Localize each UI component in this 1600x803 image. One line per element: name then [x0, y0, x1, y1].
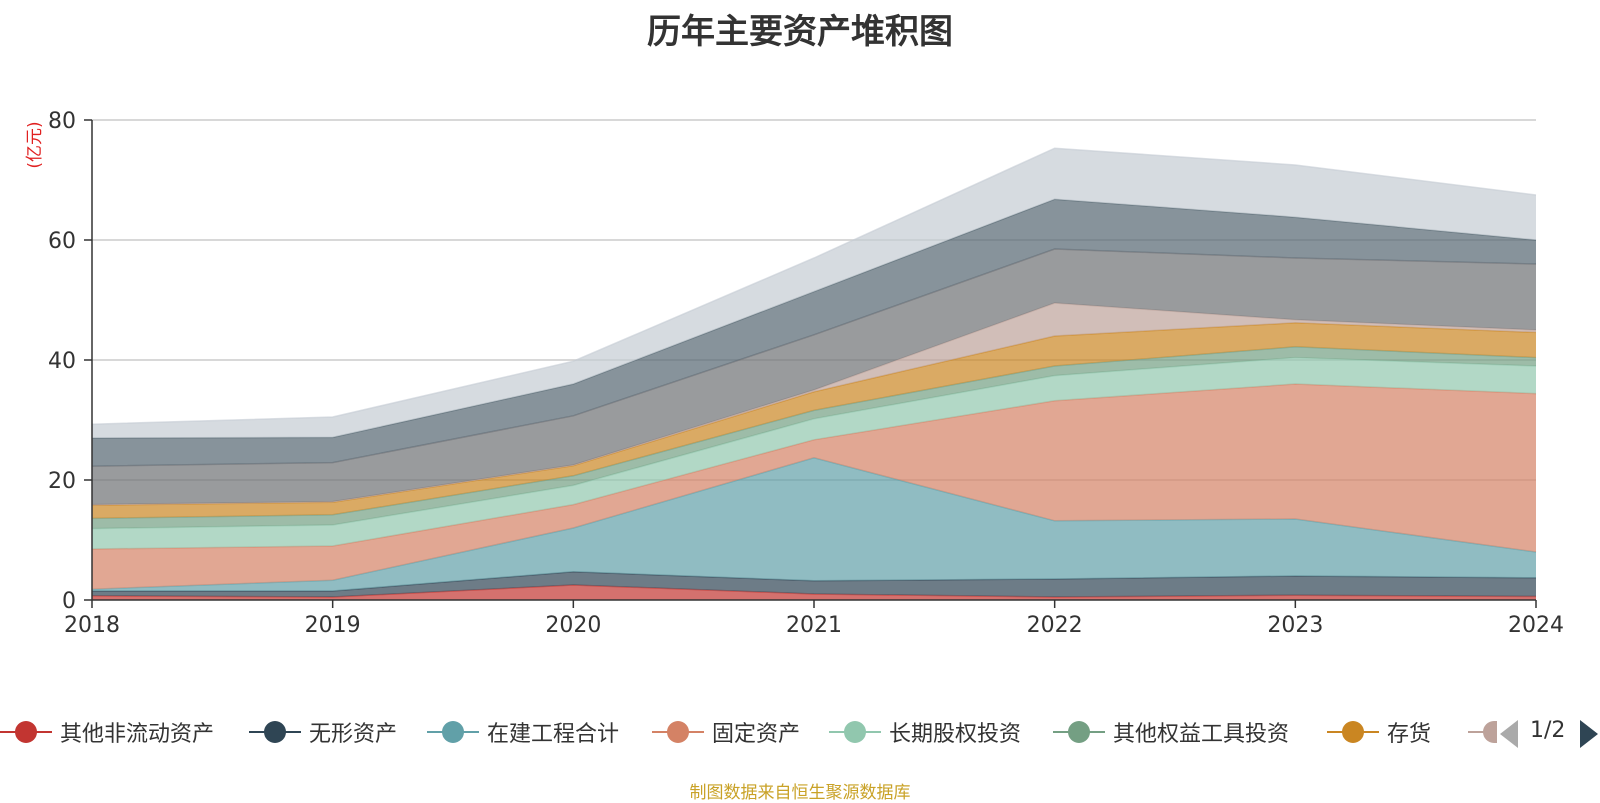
x-tick-label: 2023: [1267, 613, 1323, 638]
x-tick-label: 2019: [305, 613, 361, 638]
x-tick-label: 2022: [1027, 613, 1083, 638]
legend-label: 长期股权投资: [889, 722, 1022, 747]
legend-page-number: 1/2: [1530, 718, 1566, 743]
legend-prev-page-icon[interactable]: [1500, 720, 1518, 748]
legend-marker-icon: [652, 712, 704, 752]
data-source-note: 制图数据来自恒生聚源数据库: [689, 783, 911, 803]
series-area-6: [92, 322, 1536, 519]
series-area-2: [92, 457, 1536, 591]
legend-item-4[interactable]: 长期股权投资: [829, 712, 1021, 752]
x-tick-label: 2021: [786, 613, 842, 638]
series-area-9: [92, 199, 1536, 467]
legend-label: 无形资产: [309, 722, 398, 747]
legend-label: 固定资产: [712, 722, 801, 747]
series-area-4: [92, 357, 1536, 549]
legend-item-0[interactable]: 其他非流动资产: [0, 712, 214, 752]
series-area-3: [92, 384, 1536, 590]
x-tick-label: 2020: [545, 613, 601, 638]
area-layer: [91, 147, 1537, 600]
legend-label: 其他权益工具投资: [1113, 722, 1290, 747]
legend-marker-icon: [0, 712, 52, 752]
legend-pager: 1/2: [1500, 716, 1600, 752]
y-axis-unit: (亿元): [25, 121, 45, 168]
legend-item-5[interactable]: 其他权益工具投资: [1053, 712, 1289, 752]
series-area-8: [92, 249, 1536, 505]
x-tick-label: 2024: [1508, 613, 1564, 638]
axis-layer: 0 20 40 60 80 2018 2019 2020 2021 2022 2023 2024: [48, 109, 1564, 638]
legend-marker-icon: [427, 712, 479, 752]
legend-label: 存货: [1387, 722, 1432, 747]
legend-item-7[interactable]: [1468, 712, 1502, 752]
legend-next-page-icon[interactable]: [1580, 720, 1598, 748]
stacked-area-chart: 0 20 40 60 80 2018 2019 2020 2021 2022 2023 2024 (亿…: [25, 109, 1564, 638]
legend-label: 在建工程合计: [487, 722, 620, 747]
legend-item-1[interactable]: 无形资产: [249, 712, 397, 752]
x-tick-label: 2018: [64, 613, 120, 638]
y-tick-label: 20: [48, 469, 76, 494]
legend-marker-icon: [1468, 712, 1502, 752]
legend-item-6[interactable]: 存货: [1327, 712, 1431, 752]
legend-marker-icon: [1327, 712, 1379, 752]
y-tick-label: 60: [48, 229, 76, 254]
y-tick-label: 0: [62, 589, 76, 614]
legend-marker-icon: [1053, 712, 1105, 752]
y-tick-label: 40: [48, 349, 76, 374]
legend: 其他非流动资产 无形资产 在建工程合计 固定资产 长期股权投资 其他权益工具投资 存货: [0, 712, 1600, 752]
legend-marker-icon: [829, 712, 881, 752]
legend-item-2[interactable]: 在建工程合计: [427, 712, 619, 752]
legend-label: 其他非流动资产: [60, 722, 215, 747]
chart-title: 历年主要资产堆积图: [647, 12, 953, 52]
series-line-10: [91, 147, 1537, 425]
legend-item-3[interactable]: 固定资产: [652, 712, 800, 752]
legend-marker-icon: [249, 712, 301, 752]
y-tick-label: 80: [48, 109, 76, 134]
